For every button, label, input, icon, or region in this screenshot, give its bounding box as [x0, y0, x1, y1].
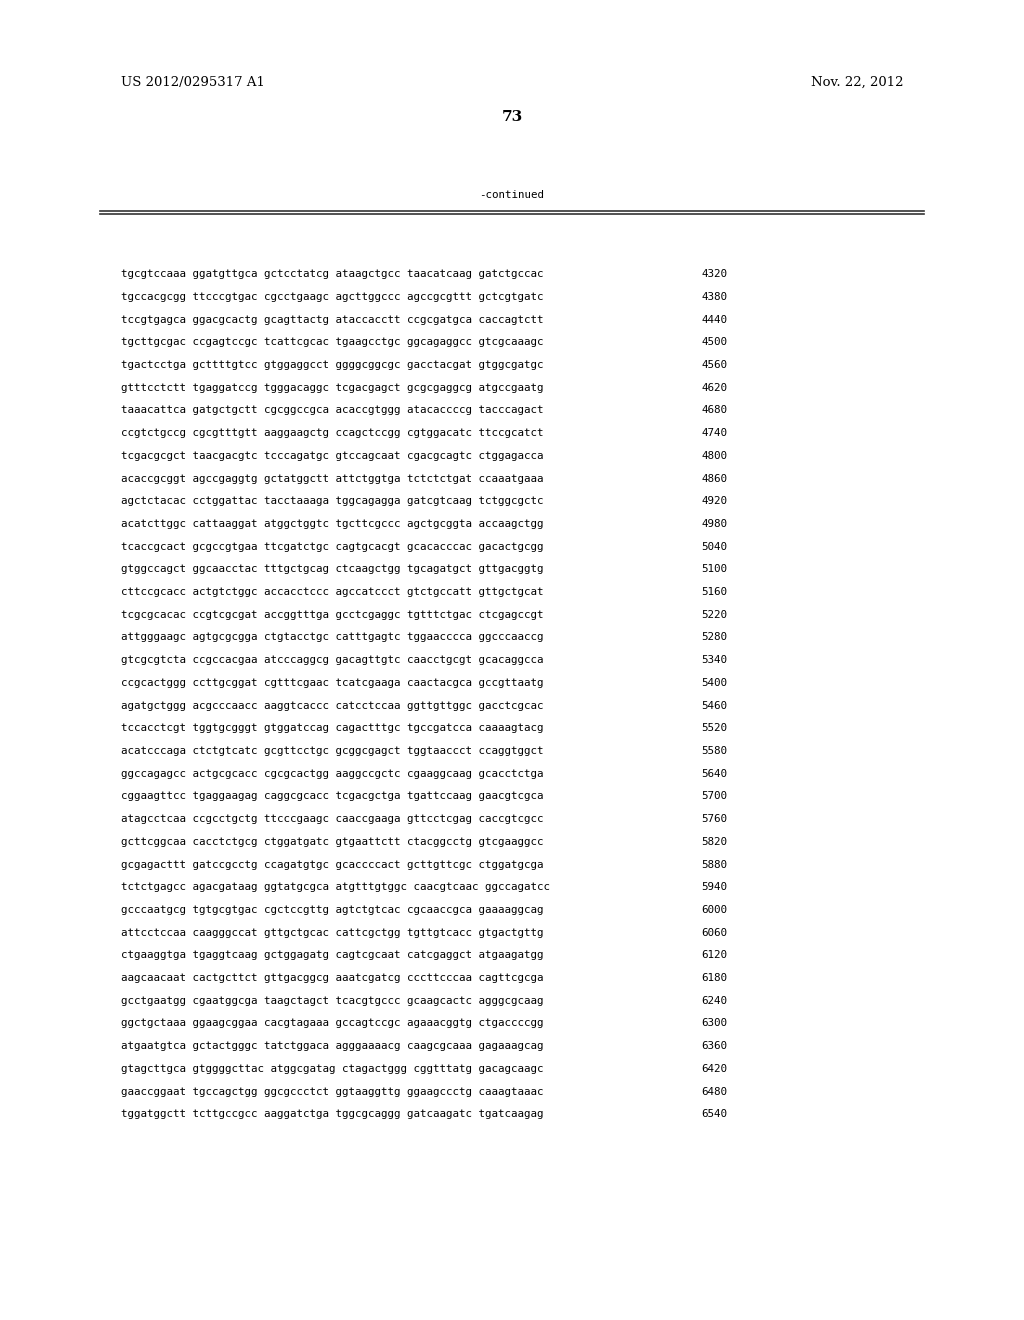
Text: aagcaacaat cactgcttct gttgacggcg aaatcgatcg cccttcccaa cagttcgcga: aagcaacaat cactgcttct gttgacggcg aaatcga… — [121, 973, 544, 983]
Text: ccgcactggg ccttgcggat cgtttcgaac tcatcgaaga caactacgca gccgttaatg: ccgcactggg ccttgcggat cgtttcgaac tcatcga… — [121, 678, 544, 688]
Text: 4440: 4440 — [701, 314, 727, 325]
Text: 5460: 5460 — [701, 701, 727, 710]
Text: 4860: 4860 — [701, 474, 727, 483]
Text: 5640: 5640 — [701, 768, 727, 779]
Text: 6180: 6180 — [701, 973, 727, 983]
Text: acatcccaga ctctgtcatc gcgttcctgc gcggcgagct tggtaaccct ccaggtggct: acatcccaga ctctgtcatc gcgttcctgc gcggcga… — [121, 746, 544, 756]
Text: gcttcggcaa cacctctgcg ctggatgatc gtgaattctt ctacggcctg gtcgaaggcc: gcttcggcaa cacctctgcg ctggatgatc gtgaatt… — [121, 837, 544, 847]
Text: 4920: 4920 — [701, 496, 727, 507]
Text: 6540: 6540 — [701, 1109, 727, 1119]
Text: tccgtgagca ggacgcactg gcagttactg ataccacctt ccgcgatgca caccagtctt: tccgtgagca ggacgcactg gcagttactg ataccac… — [121, 314, 544, 325]
Text: Nov. 22, 2012: Nov. 22, 2012 — [811, 75, 903, 88]
Text: taaacattca gatgctgctt cgcggccgca acaccgtggg atacaccccg tacccagact: taaacattca gatgctgctt cgcggccgca acaccgt… — [121, 405, 544, 416]
Text: 6240: 6240 — [701, 995, 727, 1006]
Text: cttccgcacc actgtctggc accacctccc agccatccct gtctgccatt gttgctgcat: cttccgcacc actgtctggc accacctccc agccatc… — [121, 587, 544, 597]
Text: ggctgctaaa ggaagcggaa cacgtagaaa gccagtccgc agaaacggtg ctgaccccgg: ggctgctaaa ggaagcggaa cacgtagaaa gccagtc… — [121, 1019, 544, 1028]
Text: agctctacac cctggattac tacctaaaga tggcagagga gatcgtcaag tctggcgctc: agctctacac cctggattac tacctaaaga tggcaga… — [121, 496, 544, 507]
Text: 6420: 6420 — [701, 1064, 727, 1074]
Text: tgccacgcgg ttcccgtgac cgcctgaagc agcttggccc agccgcgttt gctcgtgatc: tgccacgcgg ttcccgtgac cgcctgaagc agcttgg… — [121, 292, 544, 302]
Text: atagcctcaa ccgcctgctg ttcccgaagc caaccgaaga gttcctcgag caccgtcgcc: atagcctcaa ccgcctgctg ttcccgaagc caaccga… — [121, 814, 544, 824]
Text: 5820: 5820 — [701, 837, 727, 847]
Text: 5340: 5340 — [701, 655, 727, 665]
Text: 4380: 4380 — [701, 292, 727, 302]
Text: agatgctggg acgcccaacc aaggtcaccc catcctccaa ggttgttggc gacctcgcac: agatgctggg acgcccaacc aaggtcaccc catcctc… — [121, 701, 544, 710]
Text: tgactcctga gcttttgtcc gtggaggcct ggggcggcgc gacctacgat gtggcgatgc: tgactcctga gcttttgtcc gtggaggcct ggggcgg… — [121, 360, 544, 370]
Text: 4680: 4680 — [701, 405, 727, 416]
Text: gaaccggaat tgccagctgg ggcgccctct ggtaaggttg ggaagccctg caaagtaaac: gaaccggaat tgccagctgg ggcgccctct ggtaagg… — [121, 1086, 544, 1097]
Text: 5940: 5940 — [701, 882, 727, 892]
Text: acatcttggc cattaaggat atggctggtc tgcttcgccc agctgcggta accaagctgg: acatcttggc cattaaggat atggctggtc tgcttcg… — [121, 519, 544, 529]
Text: attcctccaa caagggccat gttgctgcac cattcgctgg tgttgtcacc gtgactgttg: attcctccaa caagggccat gttgctgcac cattcgc… — [121, 928, 544, 937]
Text: 5220: 5220 — [701, 610, 727, 620]
Text: 4500: 4500 — [701, 338, 727, 347]
Text: tcgacgcgct taacgacgtc tcccagatgc gtccagcaat cgacgcagtc ctggagacca: tcgacgcgct taacgacgtc tcccagatgc gtccagc… — [121, 451, 544, 461]
Text: 6000: 6000 — [701, 906, 727, 915]
Text: 73: 73 — [502, 111, 522, 124]
Text: 5580: 5580 — [701, 746, 727, 756]
Text: 5700: 5700 — [701, 792, 727, 801]
Text: -continued: -continued — [479, 190, 545, 201]
Text: 4740: 4740 — [701, 428, 727, 438]
Text: 4560: 4560 — [701, 360, 727, 370]
Text: 5040: 5040 — [701, 541, 727, 552]
Text: tcgcgcacac ccgtcgcgat accggtttga gcctcgaggc tgtttctgac ctcgagccgt: tcgcgcacac ccgtcgcgat accggtttga gcctcga… — [121, 610, 544, 620]
Text: ctgaaggtga tgaggtcaag gctggagatg cagtcgcaat catcgaggct atgaagatgg: ctgaaggtga tgaggtcaag gctggagatg cagtcgc… — [121, 950, 544, 961]
Text: ccgtctgccg cgcgtttgtt aaggaagctg ccagctccgg cgtggacatc ttccgcatct: ccgtctgccg cgcgtttgtt aaggaagctg ccagctc… — [121, 428, 544, 438]
Text: ggccagagcc actgcgcacc cgcgcactgg aaggccgctc cgaaggcaag gcacctctga: ggccagagcc actgcgcacc cgcgcactgg aaggccg… — [121, 768, 544, 779]
Text: gcgagacttt gatccgcctg ccagatgtgc gcaccccact gcttgttcgc ctggatgcga: gcgagacttt gatccgcctg ccagatgtgc gcacccc… — [121, 859, 544, 870]
Text: 6360: 6360 — [701, 1041, 727, 1051]
Text: gtagcttgca gtggggcttac atggcgatag ctagactggg cggtttatg gacagcaagc: gtagcttgca gtggggcttac atggcgatag ctagac… — [121, 1064, 544, 1074]
Text: 5520: 5520 — [701, 723, 727, 734]
Text: gtggccagct ggcaacctac tttgctgcag ctcaagctgg tgcagatgct gttgacggtg: gtggccagct ggcaacctac tttgctgcag ctcaagc… — [121, 565, 544, 574]
Text: tgcttgcgac ccgagtccgc tcattcgcac tgaagcctgc ggcagaggcc gtcgcaaagc: tgcttgcgac ccgagtccgc tcattcgcac tgaagcc… — [121, 338, 544, 347]
Text: 5100: 5100 — [701, 565, 727, 574]
Text: 6300: 6300 — [701, 1019, 727, 1028]
Text: US 2012/0295317 A1: US 2012/0295317 A1 — [121, 75, 265, 88]
Text: attgggaagc agtgcgcgga ctgtacctgc catttgagtc tggaacccca ggcccaaccg: attgggaagc agtgcgcgga ctgtacctgc catttga… — [121, 632, 544, 643]
Text: tctctgagcc agacgataag ggtatgcgca atgtttgtggc caacgtcaac ggccagatcc: tctctgagcc agacgataag ggtatgcgca atgtttg… — [121, 882, 550, 892]
Text: tcaccgcact gcgccgtgaa ttcgatctgc cagtgcacgt gcacacccac gacactgcgg: tcaccgcact gcgccgtgaa ttcgatctgc cagtgca… — [121, 541, 544, 552]
Text: tgcgtccaaa ggatgttgca gctcctatcg ataagctgcc taacatcaag gatctgccac: tgcgtccaaa ggatgttgca gctcctatcg ataagct… — [121, 269, 544, 280]
Text: gtcgcgtcta ccgccacgaa atcccaggcg gacagttgtc caacctgcgt gcacaggcca: gtcgcgtcta ccgccacgaa atcccaggcg gacagtt… — [121, 655, 544, 665]
Text: 6480: 6480 — [701, 1086, 727, 1097]
Text: 5400: 5400 — [701, 678, 727, 688]
Text: 4980: 4980 — [701, 519, 727, 529]
Text: 6120: 6120 — [701, 950, 727, 961]
Text: 6060: 6060 — [701, 928, 727, 937]
Text: 5880: 5880 — [701, 859, 727, 870]
Text: 5280: 5280 — [701, 632, 727, 643]
Text: 4320: 4320 — [701, 269, 727, 280]
Text: atgaatgtca gctactgggc tatctggaca agggaaaacg caagcgcaaa gagaaagcag: atgaatgtca gctactgggc tatctggaca agggaaa… — [121, 1041, 544, 1051]
Text: cggaagttcc tgaggaagag caggcgcacc tcgacgctga tgattccaag gaacgtcgca: cggaagttcc tgaggaagag caggcgcacc tcgacgc… — [121, 792, 544, 801]
Text: 5160: 5160 — [701, 587, 727, 597]
Text: 4620: 4620 — [701, 383, 727, 393]
Text: tccacctcgt tggtgcgggt gtggatccag cagactttgc tgccgatcca caaaagtacg: tccacctcgt tggtgcgggt gtggatccag cagactt… — [121, 723, 544, 734]
Text: tggatggctt tcttgccgcc aaggatctga tggcgcaggg gatcaagatc tgatcaagag: tggatggctt tcttgccgcc aaggatctga tggcgca… — [121, 1109, 544, 1119]
Text: acaccgcggt agccgaggtg gctatggctt attctggtga tctctctgat ccaaatgaaa: acaccgcggt agccgaggtg gctatggctt attctgg… — [121, 474, 544, 483]
Text: gcctgaatgg cgaatggcga taagctagct tcacgtgccc gcaagcactc agggcgcaag: gcctgaatgg cgaatggcga taagctagct tcacgtg… — [121, 995, 544, 1006]
Text: gtttcctctt tgaggatccg tgggacaggc tcgacgagct gcgcgaggcg atgccgaatg: gtttcctctt tgaggatccg tgggacaggc tcgacga… — [121, 383, 544, 393]
Text: gcccaatgcg tgtgcgtgac cgctccgttg agtctgtcac cgcaaccgca gaaaaggcag: gcccaatgcg tgtgcgtgac cgctccgttg agtctgt… — [121, 906, 544, 915]
Text: 4800: 4800 — [701, 451, 727, 461]
Text: 5760: 5760 — [701, 814, 727, 824]
